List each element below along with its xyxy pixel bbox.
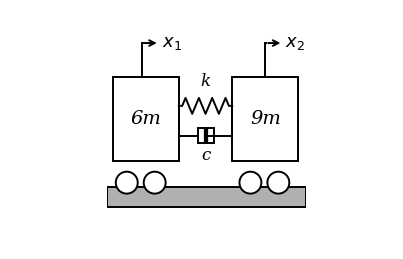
Bar	[113, 77, 179, 161]
Text: 9m: 9m	[250, 110, 281, 128]
Bar	[197, 128, 214, 143]
Circle shape	[239, 172, 262, 194]
Bar	[233, 77, 298, 161]
Circle shape	[267, 172, 289, 194]
Text: 6m: 6m	[130, 110, 161, 128]
Text: $x_2$: $x_2$	[285, 34, 305, 52]
Text: c: c	[201, 147, 210, 164]
Circle shape	[116, 172, 138, 194]
Text: k: k	[200, 73, 211, 90]
Text: $x_1$: $x_1$	[162, 34, 182, 52]
Circle shape	[144, 172, 166, 194]
Bar	[107, 187, 306, 207]
